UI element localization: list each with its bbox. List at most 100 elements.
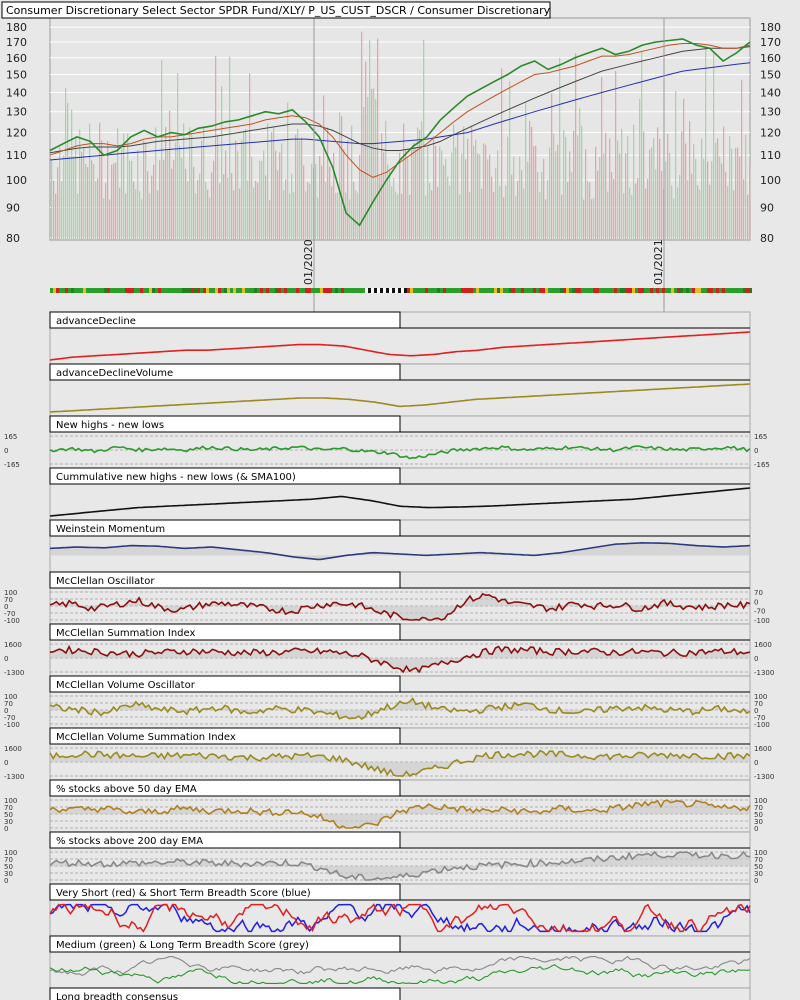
volume-bar	[283, 190, 285, 240]
volume-bar	[95, 181, 97, 240]
volume-bar	[229, 56, 231, 241]
color-strip-cell	[269, 288, 272, 293]
color-strip-cell	[236, 288, 239, 293]
color-strip-cell	[707, 288, 710, 293]
color-strip-cell	[599, 288, 602, 293]
volume-bar	[315, 163, 317, 240]
volume-bar	[285, 179, 287, 240]
volume-bar	[659, 138, 661, 240]
color-strip-cell	[155, 288, 158, 293]
color-strip-cell	[92, 288, 95, 293]
indicator-tick-label-left: 1600	[4, 745, 22, 753]
color-strip-cell	[209, 288, 212, 293]
volume-bar	[661, 170, 663, 240]
volume-bar	[115, 162, 117, 240]
color-strip-cell	[212, 288, 215, 293]
indicator-title: McClellan Volume Oscillator	[56, 680, 196, 691]
volume-bar	[483, 143, 485, 240]
volume-bar	[103, 198, 105, 240]
volume-bar	[379, 176, 381, 240]
volume-bar	[451, 152, 453, 240]
color-strip-cell	[740, 288, 743, 293]
price-tick-label-right: 150	[760, 69, 781, 82]
color-strip-cell	[650, 288, 653, 293]
color-strip-cell	[401, 288, 404, 293]
color-strip-cell	[410, 288, 413, 293]
color-strip-cell	[203, 288, 206, 293]
color-strip-cell	[743, 288, 746, 293]
indicator-title-box	[49, 415, 401, 433]
indicator-tick-label-left: -1300	[4, 773, 24, 781]
color-strip-cell	[131, 288, 134, 293]
color-strip-cell	[506, 288, 509, 293]
volume-bar	[325, 181, 327, 240]
volume-bar	[709, 184, 711, 240]
color-strip-cell	[110, 288, 113, 293]
color-strip-cell	[461, 288, 464, 293]
volume-bar	[85, 163, 87, 240]
color-strip-cell	[245, 288, 248, 293]
volume-bar	[357, 192, 359, 240]
indicator-tick-label-left: 0	[4, 447, 8, 455]
volume-bar	[591, 199, 593, 240]
color-strip-cell	[551, 288, 554, 293]
volume-bar	[545, 199, 547, 240]
volume-bar	[747, 194, 749, 240]
volume-bar	[695, 159, 697, 240]
color-strip-cell	[491, 288, 494, 293]
color-strip-cell	[644, 288, 647, 293]
volume-bar	[205, 182, 207, 240]
color-strip-cell	[749, 288, 752, 293]
volume-bar	[647, 178, 649, 240]
indicator-title: McClellan Summation Index	[56, 628, 195, 639]
color-strip-cell	[170, 288, 173, 293]
volume-bar	[429, 183, 431, 240]
color-strip-cell	[50, 288, 53, 293]
indicator-tick-label-right: 0	[754, 877, 758, 885]
color-strip-cell	[494, 288, 497, 293]
color-strip-cell	[206, 288, 209, 293]
price-tick-label-left: 170	[6, 36, 27, 49]
color-strip-cell	[623, 288, 626, 293]
volume-bar	[261, 161, 263, 240]
color-strip-cell	[98, 288, 101, 293]
color-strip-cell	[188, 288, 191, 293]
price-series-line-price	[49, 38, 751, 227]
date-label-2021: 01/2021	[652, 239, 665, 285]
volume-bar	[567, 181, 569, 240]
volume-bar	[117, 128, 119, 240]
volume-bar	[207, 189, 209, 240]
indicator-panel: Long breadth consensus	[49, 987, 751, 1000]
volume-bar	[739, 156, 741, 240]
color-strip-cell	[479, 288, 482, 293]
indicator-tick-label-left: 50	[4, 811, 13, 819]
volume-bar	[627, 135, 629, 240]
volume-bar	[619, 153, 621, 240]
color-strip-cell	[128, 288, 131, 293]
color-strip-cell	[575, 288, 578, 293]
indicator-panel: Very Short (red) & Short Term Breadth Sc…	[49, 883, 751, 937]
volume-bar	[213, 160, 215, 240]
volume-bar	[485, 144, 487, 240]
color-strip-cell	[476, 288, 479, 293]
color-strip-cell	[605, 288, 608, 293]
volume-bar	[69, 155, 71, 240]
volume-bar	[351, 125, 353, 240]
volume-bar	[579, 108, 581, 240]
volume-bar	[515, 196, 517, 240]
color-strip-cell	[680, 288, 683, 293]
volume-bar	[113, 163, 115, 240]
color-strip-cell	[653, 288, 656, 293]
volume-bar	[421, 121, 423, 240]
volume-bar	[63, 155, 65, 240]
indicator-line	[49, 541, 751, 561]
color-strip-cell	[329, 288, 332, 293]
color-strip-cell	[299, 288, 302, 293]
volume-bar	[333, 152, 335, 240]
price-tick-label-right: 130	[760, 106, 781, 119]
price-tick-label-right: 120	[760, 127, 781, 140]
color-strip-cell	[719, 288, 722, 293]
volume-bar	[631, 194, 633, 240]
color-strip-cell	[185, 288, 188, 293]
color-strip-cell	[527, 288, 530, 293]
